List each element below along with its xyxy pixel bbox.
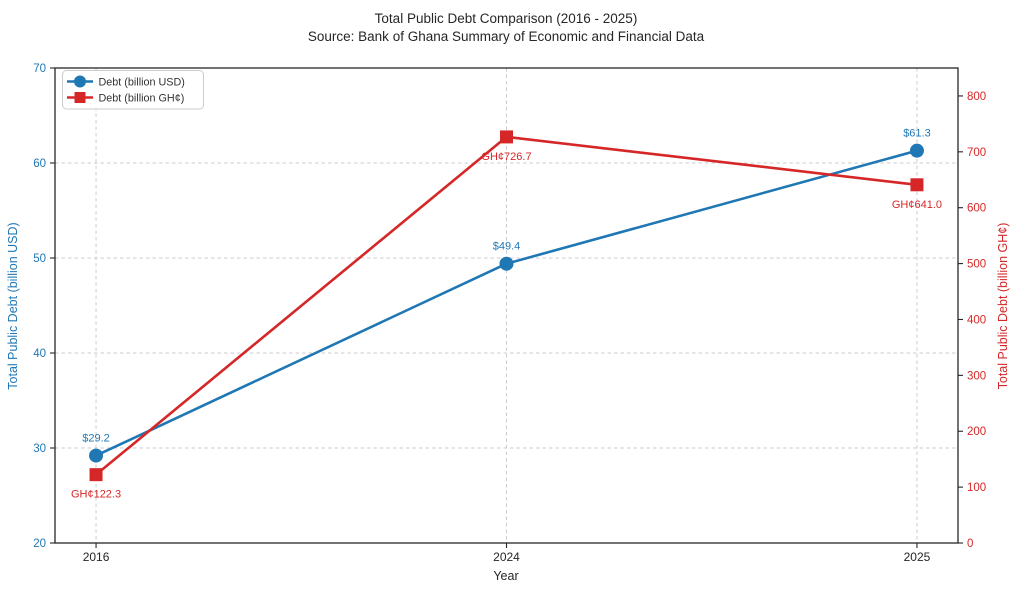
series-layer: $29.2 $49.4 $61.3 GH¢122.3 GH¢726.7 GH¢641.0	[71, 128, 942, 501]
legend-label: Debt (billion GH¢)	[99, 92, 185, 104]
legend-box	[62, 70, 204, 110]
legend-label: Debt (billion USD)	[99, 76, 185, 88]
left-tick-label: 40	[33, 348, 46, 360]
data-point-circle	[89, 448, 104, 463]
right-tick-label: 700	[967, 147, 986, 159]
legend-marker-circle	[74, 75, 86, 88]
right-y-axis-label: Total Public Debt (billion GH¢)	[996, 223, 1010, 390]
x-tick-label: 2025	[904, 550, 931, 564]
right-tick-label: 100	[967, 482, 986, 494]
data-point-square	[89, 468, 103, 482]
data-point-label: GH¢641.0	[892, 199, 942, 211]
left-y-axis-label: Total Public Debt (billion USD)	[6, 222, 20, 389]
data-point-circle	[909, 143, 924, 158]
right-tick-label: 500	[967, 259, 986, 271]
left-tick-label: 70	[33, 63, 46, 75]
x-tick-label: 2024	[493, 550, 520, 564]
data-point-square	[500, 130, 513, 144]
legend: Debt (billion USD) Debt (billion GH¢)	[62, 70, 204, 110]
left-tick-label: 20	[33, 538, 46, 550]
right-tick-label: 200	[967, 426, 986, 438]
ticks-layer: 2030405060700100200300400500600700800201…	[33, 63, 986, 564]
x-axis-label: Year	[493, 569, 518, 583]
data-point-square	[910, 178, 924, 192]
left-tick-label: 60	[33, 158, 46, 170]
right-tick-label: 300	[967, 370, 986, 382]
data-point-label: $61.3	[903, 128, 931, 140]
right-tick-label: 800	[967, 91, 986, 103]
chart-subtitle: Source: Bank of Ghana Summary of Economi…	[308, 29, 705, 44]
legend-marker-square	[74, 92, 86, 103]
left-tick-label: 30	[33, 443, 46, 455]
data-point-label: $49.4	[493, 241, 521, 253]
data-point-circle	[499, 256, 514, 271]
right-tick-label: 400	[967, 314, 986, 326]
right-tick-label: 0	[967, 538, 973, 550]
left-tick-label: 50	[33, 253, 46, 265]
data-point-label: GH¢122.3	[71, 489, 121, 501]
chart-title: Total Public Debt Comparison (2016 - 202…	[375, 11, 638, 26]
data-point-label: $29.2	[82, 433, 110, 445]
x-tick-label: 2016	[83, 550, 110, 564]
right-tick-label: 600	[967, 203, 986, 215]
data-point-label: GH¢726.7	[481, 151, 531, 163]
